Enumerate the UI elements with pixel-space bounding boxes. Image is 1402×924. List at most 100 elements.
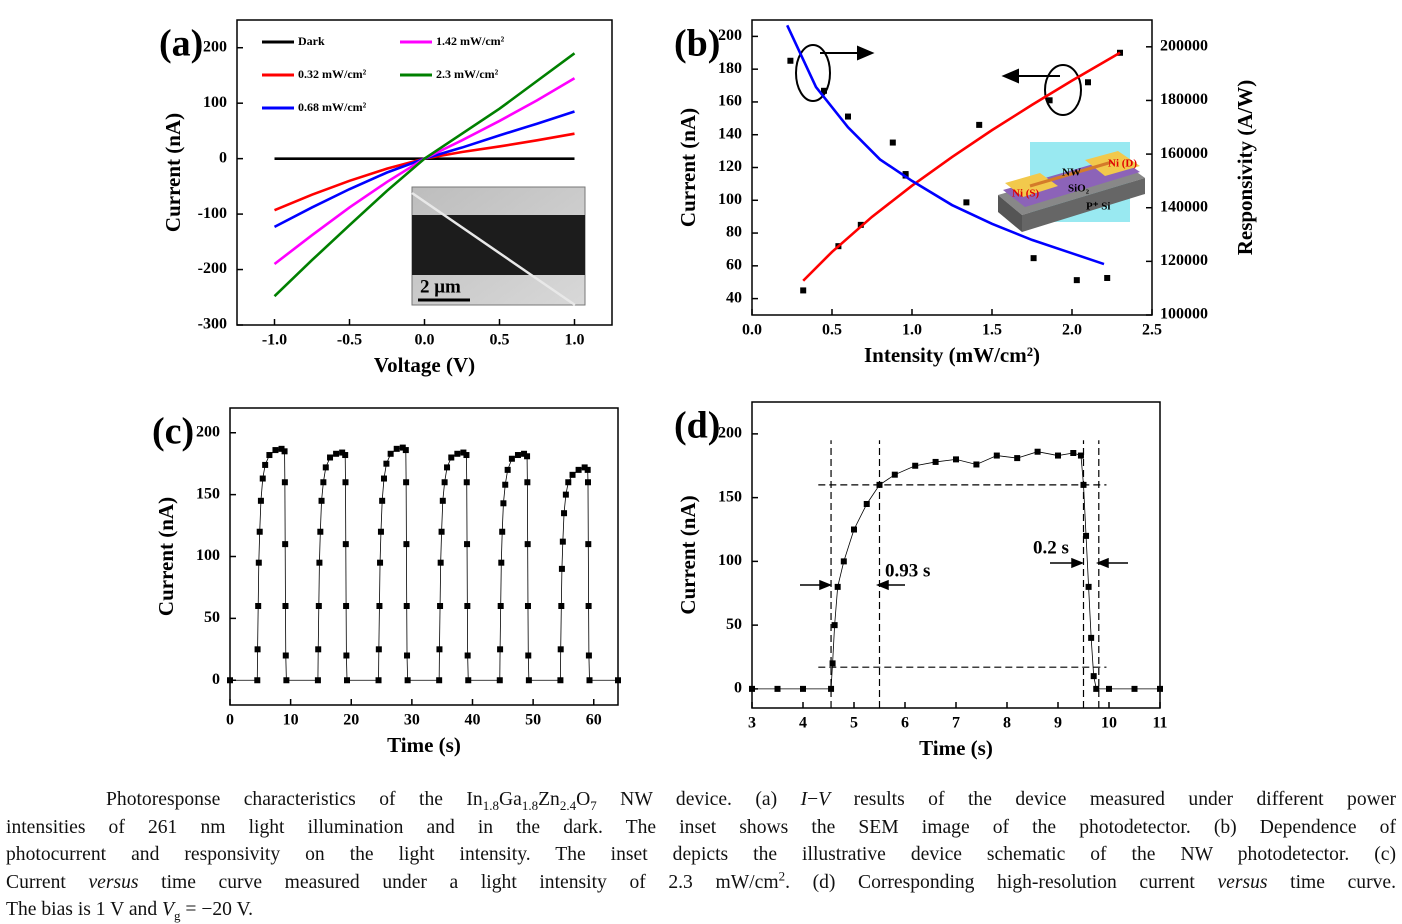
x-tick-label: 30	[404, 712, 420, 729]
x-tick-label: 3	[748, 715, 756, 732]
data-point	[800, 287, 807, 294]
data-point	[344, 677, 351, 684]
data-point	[585, 652, 592, 659]
caption-text: = −20 V.	[180, 899, 254, 920]
x-tick-label: 4	[799, 715, 807, 732]
data-point	[339, 449, 346, 456]
legend-label: 0.32 mW/cm²	[298, 67, 367, 81]
annotation: 0.93 s	[885, 560, 930, 581]
data-point	[464, 652, 471, 659]
data-point	[525, 677, 532, 684]
caption-text: 2	[778, 867, 786, 883]
y2-tick-label: 200000	[1160, 37, 1208, 54]
data-point	[262, 461, 269, 468]
data-point	[1106, 685, 1112, 692]
data-point	[257, 497, 264, 504]
caption-text: O	[576, 789, 591, 810]
y2-tick-label: 140000	[1160, 198, 1208, 215]
data-point	[497, 603, 504, 609]
data-point	[441, 479, 448, 486]
data-point	[377, 528, 384, 535]
data-point	[436, 677, 443, 684]
data-point	[342, 541, 349, 548]
data-point	[317, 528, 324, 535]
y-tick-label: 150	[718, 488, 742, 505]
data-point	[322, 464, 329, 471]
data-point	[439, 497, 446, 504]
inset-label: NW	[1062, 167, 1081, 179]
caption-line: The bias is 1 V and Vg = −20 V.	[6, 896, 1396, 924]
data-point	[498, 559, 505, 566]
data-point	[320, 479, 327, 486]
data-point	[524, 479, 531, 486]
x-tick-label: 1.0	[902, 322, 922, 339]
caption-text: time curve measured under a light intens…	[138, 871, 779, 893]
data-point	[437, 603, 444, 609]
x-tick-label: 7	[952, 715, 960, 732]
y-tick-label: 0	[219, 149, 227, 166]
data-point	[281, 448, 288, 455]
x-tick-label: 0.0	[415, 332, 435, 349]
inset-label: SiO₂	[1068, 183, 1090, 195]
y2-tick-label: 180000	[1160, 91, 1208, 108]
data-point	[584, 466, 591, 473]
data-point	[1093, 685, 1100, 692]
data-point	[586, 677, 593, 684]
y-axis-label: Current (nA)	[154, 497, 178, 616]
data-point	[1077, 452, 1084, 459]
x-tick-label: 0.0	[742, 322, 762, 339]
data-point	[376, 603, 383, 609]
data-point	[1157, 685, 1163, 692]
y-tick-label: -200	[198, 260, 227, 277]
data-point	[1030, 255, 1037, 262]
data-point	[463, 452, 470, 459]
data-point	[343, 603, 350, 609]
caption-text: V	[162, 899, 174, 920]
data-point	[963, 199, 970, 206]
data-point	[333, 450, 340, 457]
data-point	[976, 121, 983, 128]
figure: 2 μm NW Ni (D) Ni (S) SiO₂ P⁺ Si 0.93 s …	[152, 19, 1257, 760]
data-point	[1083, 532, 1090, 539]
y2-axis-label: Responsivity (A/W)	[1233, 80, 1257, 256]
data-point	[787, 57, 794, 64]
x-tick-label: 5	[850, 715, 858, 732]
caption-text: photocurrent and responsivity on the lig…	[6, 844, 1396, 865]
panel-label: (a)	[159, 23, 203, 65]
data-point	[502, 481, 509, 488]
series-line	[230, 447, 618, 681]
x-axis-label: Intensity (mW/cm²)	[864, 343, 1040, 367]
caption-text: g	[173, 907, 181, 923]
data-point	[973, 461, 980, 468]
data-point	[932, 458, 939, 465]
x-axis-label: Time (s)	[919, 736, 993, 760]
caption-line: photocurrent and responsivity on the lig…	[6, 841, 1396, 869]
sem-inset: 2 μm	[411, 186, 586, 307]
x-tick-label: 2.5	[1142, 322, 1162, 339]
x-tick-label: 0.5	[822, 322, 842, 339]
data-point	[316, 559, 323, 566]
data-point	[499, 528, 506, 535]
y-tick-label: 50	[726, 616, 742, 633]
device-schematic: NW Ni (D) Ni (S) SiO₂ P⁺ Si	[998, 142, 1145, 232]
y-tick-label: 100	[718, 191, 742, 208]
x-tick-label: 1.0	[565, 332, 585, 349]
y-tick-label: -100	[198, 205, 227, 222]
data-point	[315, 603, 322, 609]
x-tick-label: 1.5	[982, 322, 1002, 339]
y-tick-label: 100	[718, 552, 742, 569]
x-tick-label: 40	[465, 712, 481, 729]
caption-text: Photoresponse characteristics of the In	[106, 789, 483, 810]
data-point	[278, 445, 285, 452]
y-tick-label: 200	[196, 423, 220, 440]
data-point	[1085, 583, 1092, 590]
data-point	[615, 677, 621, 684]
data-point	[444, 464, 451, 471]
data-point	[840, 558, 847, 565]
x-tick-label: 50	[525, 712, 541, 729]
data-point	[562, 491, 569, 498]
data-point	[282, 652, 289, 659]
caption-text: Zn	[538, 789, 560, 810]
y-tick-label: 160	[718, 93, 742, 110]
data-point	[255, 603, 262, 609]
